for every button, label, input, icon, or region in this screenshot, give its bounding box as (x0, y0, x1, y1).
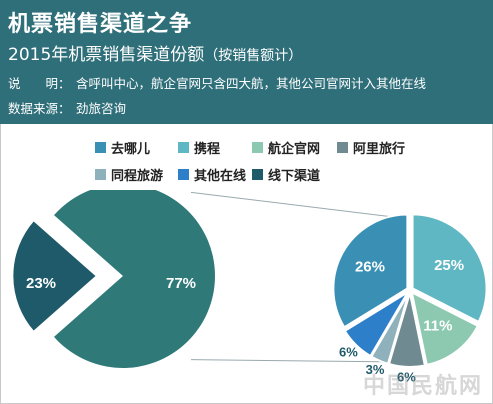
legend-label: 同程旅游 (111, 169, 164, 184)
legend-label: 携程 (194, 142, 221, 157)
data-label-ctrip: 25% (434, 257, 464, 274)
legend-item-offline: 线下渠道 (252, 165, 320, 184)
legend-item-ctrip: 携程 (178, 138, 220, 157)
pie-slice-online (53, 190, 215, 368)
source-key: 数据来源： (8, 101, 71, 116)
legend-item-qunar: 去哪儿 (95, 138, 150, 157)
pie-slice-ctrip (411, 213, 488, 324)
legend-label: 航企官网 (268, 142, 321, 157)
legend-label: 阿里旅行 (353, 142, 406, 157)
data-label-tongcheng: 3% (366, 362, 385, 377)
source-value: 劲旅咨询 (76, 101, 127, 116)
legend-swatch (95, 169, 106, 180)
pie-of-pie-chart: 23% 77% 25% 11% 6% 3% 6% 26% (11, 190, 488, 384)
pie-slice-alitrip (387, 292, 427, 368)
subtitle-main: 2015年机票销售渠道份额 (8, 45, 205, 65)
legend-swatch (337, 142, 348, 153)
connector-line-bottom (190, 359, 403, 363)
pie-slice-airline-sites (410, 290, 480, 367)
chart-legend: 去哪儿 携程 航企官网 阿里旅行 同程旅游 其他在线 线下渠道 (0, 138, 493, 194)
legend-swatch (252, 169, 263, 180)
pie-slice-qunar (332, 213, 409, 329)
legend-item-airline-sites: 航企官网 (252, 138, 320, 157)
legend-label: 其他在线 (194, 169, 247, 184)
data-label-qunar: 26% (355, 259, 385, 276)
data-label-other-online: 6% (339, 344, 358, 359)
legend-swatch (178, 169, 189, 180)
legend-item-tongcheng: 同程旅游 (95, 165, 163, 184)
legend-swatch (178, 142, 189, 153)
data-label-airline-sites: 11% (423, 317, 452, 334)
chart-subtitle: 2015年机票销售渠道份额（按销售额计） (8, 40, 302, 65)
legend-swatch (252, 142, 263, 153)
pie-slice-other-online (343, 291, 409, 358)
data-label-online: 77% (166, 275, 196, 292)
watermark-text: 中国民航网 (362, 374, 483, 399)
data-label-alitrip: 6% (397, 369, 416, 384)
pie-slice-tongcheng (370, 292, 410, 365)
data-label-offline: 23% (26, 275, 56, 292)
legend-swatch (95, 142, 106, 153)
header-panel: 机票销售渠道之争 2015年机票销售渠道份额（按销售额计） 说 明： 含呼叫中心，… (0, 0, 493, 124)
legend-item-other-online: 其他在线 (178, 165, 246, 184)
source-row: 数据来源： 劲旅咨询 (8, 98, 126, 117)
connector-line-top (190, 191, 403, 219)
note-row: 说 明： 含呼叫中心，航企官网只含四大航，其他公司官网计入其他在线 (8, 73, 426, 92)
note-key: 说 明： (8, 76, 71, 91)
pie-slice-offline (11, 218, 99, 334)
chart-title: 机票销售渠道之争 (8, 12, 193, 37)
legend-label: 去哪儿 (111, 142, 151, 157)
legend-label: 线下渠道 (268, 169, 321, 184)
subtitle-paren: （按销售额计） (204, 48, 303, 64)
note-value: 含呼叫中心，航企官网只含四大航，其他公司官网计入其他在线 (76, 76, 427, 91)
legend-item-alitrip: 阿里旅行 (337, 138, 405, 157)
